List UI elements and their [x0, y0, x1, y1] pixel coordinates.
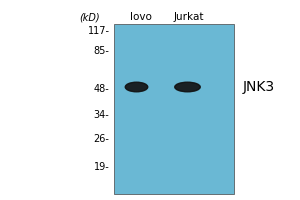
- Ellipse shape: [125, 82, 148, 92]
- Text: Jurkat: Jurkat: [174, 12, 204, 22]
- Text: 48-: 48-: [94, 84, 109, 94]
- Text: 34-: 34-: [94, 110, 109, 120]
- Text: 26-: 26-: [94, 134, 109, 144]
- Ellipse shape: [175, 82, 200, 92]
- Text: JNK3: JNK3: [243, 80, 275, 94]
- Bar: [114, 24, 234, 194]
- Text: 117-: 117-: [88, 26, 110, 36]
- Text: lovo: lovo: [130, 12, 152, 22]
- Text: (kD): (kD): [80, 13, 100, 23]
- Text: 19-: 19-: [94, 162, 109, 172]
- Text: 85-: 85-: [94, 46, 109, 56]
